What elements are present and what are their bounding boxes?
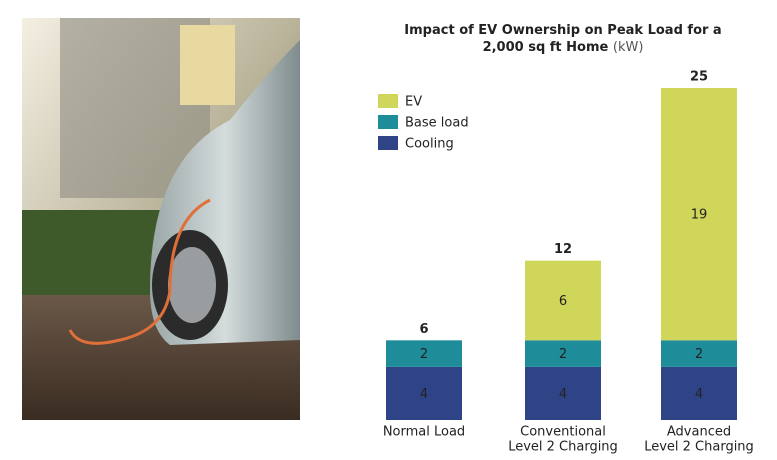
total-label: 6: [419, 322, 428, 337]
x-tick-label: Advanced: [667, 425, 731, 440]
value-label: 4: [420, 387, 428, 402]
chart-title: Impact of EV Ownership on Peak Load for …: [404, 23, 721, 38]
legend-label: Base load: [405, 116, 469, 131]
legend-label: Cooling: [405, 137, 454, 152]
legend-swatch: [378, 136, 398, 150]
value-label: 6: [559, 294, 567, 309]
total-label: 12: [554, 242, 572, 257]
value-label: 19: [691, 208, 708, 223]
title-unit: (kW): [613, 40, 644, 55]
page: Impact of EV Ownership on Peak Load for …: [0, 0, 777, 460]
legend-swatch: [378, 115, 398, 129]
total-label: 25: [690, 70, 708, 85]
value-label: 4: [559, 387, 567, 402]
x-tick-label: Level 2 Charging: [644, 440, 754, 455]
x-tick-label: Conventional: [520, 425, 606, 440]
x-tick-label: Normal Load: [383, 425, 465, 440]
legend-swatch: [378, 94, 398, 108]
value-label: 2: [695, 347, 703, 362]
photo: [22, 18, 300, 420]
value-label: 2: [420, 347, 428, 362]
x-tick-label: Level 2 Charging: [508, 440, 618, 455]
title-text: Impact of EV Ownership on Peak Load for …: [404, 23, 721, 38]
value-label: 2: [559, 347, 567, 362]
title-text: 2,000 sq ft Home: [483, 40, 609, 55]
legend-label: EV: [405, 95, 422, 110]
chart: Impact of EV Ownership on Peak Load for …: [378, 23, 754, 455]
value-label: 4: [695, 387, 703, 402]
chart-title: 2,000 sq ft Home (kW): [483, 40, 644, 55]
